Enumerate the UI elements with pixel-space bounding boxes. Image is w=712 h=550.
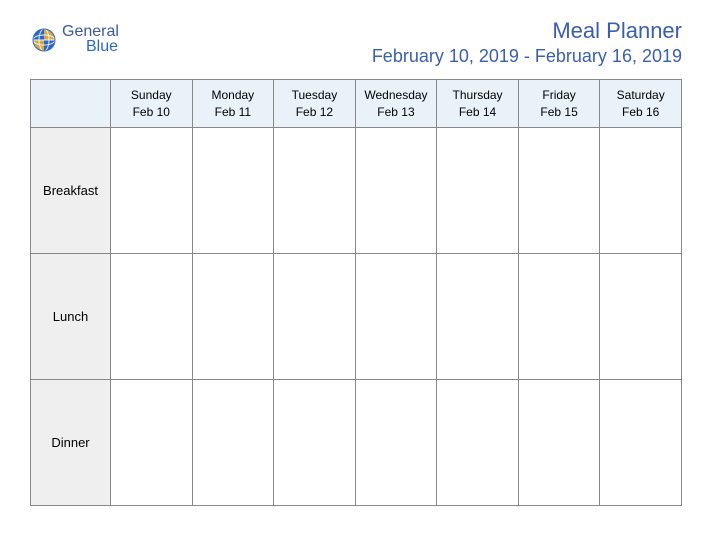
meal-header-breakfast: Breakfast <box>31 128 111 254</box>
table-corner-cell <box>31 80 111 128</box>
meal-header-lunch: Lunch <box>31 254 111 380</box>
logo-globe-icon <box>30 26 58 54</box>
header: General Blue Meal Planner February 10, 2… <box>30 18 682 67</box>
day-name: Saturday <box>617 88 665 102</box>
meal-cell[interactable] <box>274 128 356 254</box>
day-name: Sunday <box>131 88 172 102</box>
day-date: Feb 11 <box>215 105 251 119</box>
day-date: Feb 13 <box>377 105 414 119</box>
meal-cell[interactable] <box>355 380 437 506</box>
day-header-saturday: Saturday Feb 16 <box>600 80 682 128</box>
meal-cell[interactable] <box>192 380 274 506</box>
day-header-tuesday: Tuesday Feb 12 <box>274 80 356 128</box>
meal-cell[interactable] <box>600 254 682 380</box>
day-name: Tuesday <box>292 88 338 102</box>
meal-cell[interactable] <box>518 380 600 506</box>
meal-cell[interactable] <box>437 128 519 254</box>
meal-cell[interactable] <box>192 128 274 254</box>
meal-cell[interactable] <box>192 254 274 380</box>
day-date: Feb 14 <box>459 105 496 119</box>
day-date: Feb 12 <box>296 105 333 119</box>
day-header-thursday: Thursday Feb 14 <box>437 80 519 128</box>
meal-cell[interactable] <box>518 128 600 254</box>
meal-planner-table: Sunday Feb 10 Monday Feb 11 Tuesday Feb … <box>30 79 682 506</box>
day-header-sunday: Sunday Feb 10 <box>111 80 193 128</box>
page-title: Meal Planner <box>372 18 682 44</box>
meal-cell[interactable] <box>111 380 193 506</box>
day-name: Thursday <box>453 88 503 102</box>
day-header-friday: Friday Feb 15 <box>518 80 600 128</box>
meal-cell[interactable] <box>600 128 682 254</box>
day-name: Monday <box>211 88 254 102</box>
table-row: Lunch <box>31 254 682 380</box>
meal-cell[interactable] <box>274 380 356 506</box>
meal-cell[interactable] <box>437 380 519 506</box>
day-header-monday: Monday Feb 11 <box>192 80 274 128</box>
date-range: February 10, 2019 - February 16, 2019 <box>372 46 682 67</box>
table-row: Breakfast <box>31 128 682 254</box>
day-date: Feb 16 <box>622 105 659 119</box>
day-date: Feb 10 <box>133 105 170 119</box>
logo-text: General Blue <box>62 24 119 56</box>
meal-cell[interactable] <box>355 128 437 254</box>
meal-header-dinner: Dinner <box>31 380 111 506</box>
meal-cell[interactable] <box>437 254 519 380</box>
meal-cell[interactable] <box>518 254 600 380</box>
table-row: Dinner <box>31 380 682 506</box>
day-name: Wednesday <box>364 88 427 102</box>
meal-cell[interactable] <box>600 380 682 506</box>
day-name: Friday <box>542 88 575 102</box>
meal-cell[interactable] <box>111 254 193 380</box>
title-block: Meal Planner February 10, 2019 - Februar… <box>372 18 682 67</box>
logo: General Blue <box>30 18 119 56</box>
table-header-row: Sunday Feb 10 Monday Feb 11 Tuesday Feb … <box>31 80 682 128</box>
logo-line-2: Blue <box>62 39 119 56</box>
day-header-wednesday: Wednesday Feb 13 <box>355 80 437 128</box>
meal-cell[interactable] <box>274 254 356 380</box>
meal-cell[interactable] <box>355 254 437 380</box>
meal-cell[interactable] <box>111 128 193 254</box>
day-date: Feb 15 <box>540 105 577 119</box>
